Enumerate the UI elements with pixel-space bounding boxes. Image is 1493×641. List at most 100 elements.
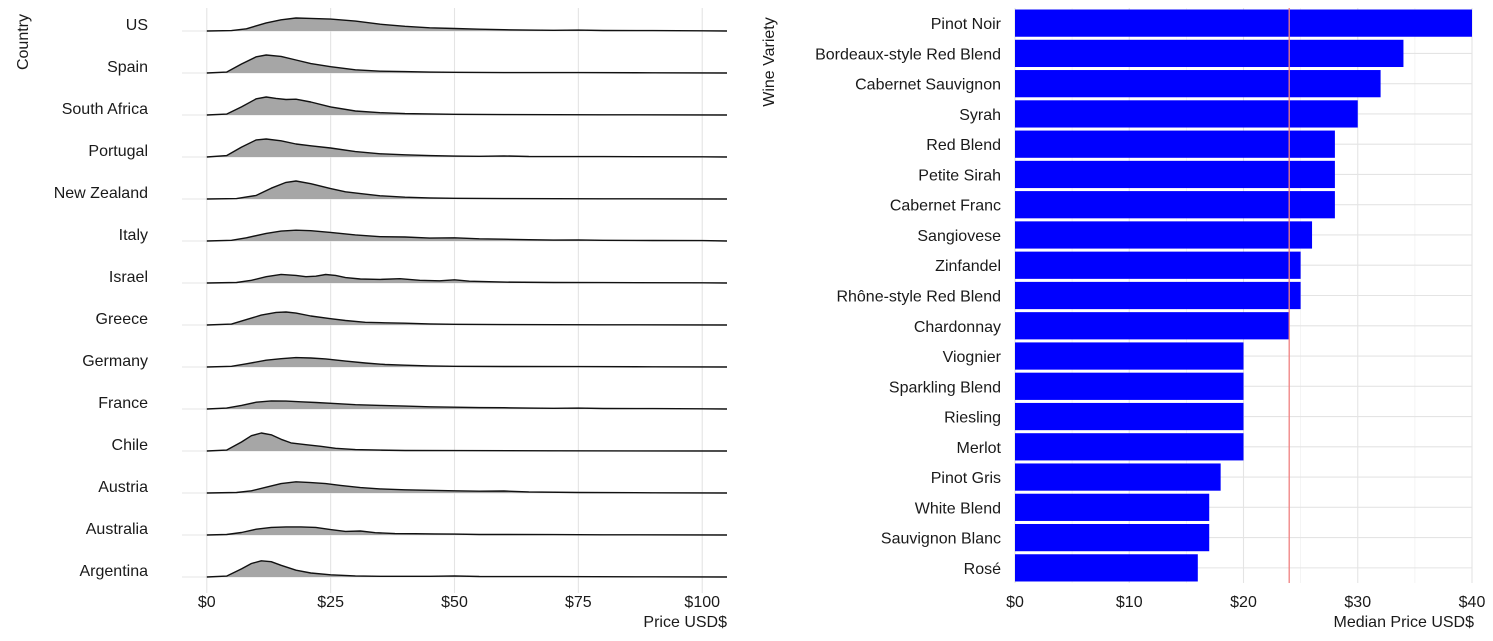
ridge-series — [206, 17, 728, 578]
country-label-greece: Greece — [96, 311, 149, 328]
ridge-y-axis-title: Country — [15, 14, 32, 70]
ridge-x-tick-label: $75 — [565, 594, 592, 611]
ridge-area-chile — [206, 433, 728, 451]
bar-sparkling-blend — [1015, 372, 1244, 400]
variety-label-zinfandel: Zinfandel — [935, 258, 1001, 275]
ridge-line-new-zealand — [206, 180, 728, 200]
ridge-y-tick-labels: US Spain South Africa Portugal New Zealand It… — [54, 17, 148, 580]
country-label-italy: Italy — [119, 227, 148, 244]
country-label-us: US — [126, 17, 148, 34]
ridge-area-australia — [206, 526, 728, 535]
bar-zinfandel — [1015, 251, 1301, 279]
country-label-chile: Chile — [112, 437, 149, 454]
country-label-israel: Israel — [109, 269, 148, 286]
ridge-area-portugal — [206, 139, 728, 157]
bar-riesling — [1015, 402, 1244, 431]
ridge-line-us — [206, 17, 728, 32]
ridge-line-france — [206, 400, 728, 410]
variety-label-rose: Rosé — [964, 561, 1001, 578]
ridge-area-france — [206, 400, 728, 409]
bar-x-tick-label: $10 — [1116, 594, 1143, 611]
country-label-portugal: Portugal — [88, 143, 148, 160]
bar-cabernet-franc — [1015, 191, 1335, 219]
ridge-area-germany — [206, 357, 728, 367]
country-label-france: France — [98, 395, 148, 412]
bar-x-tick-label: $0 — [1006, 594, 1024, 611]
ridge-line-spain — [206, 54, 728, 74]
variety-label-chardonnay: Chardonnay — [914, 319, 1001, 336]
ridge-line-greece — [206, 311, 728, 326]
bar-series — [1015, 9, 1472, 582]
bar-x-tick-labels: $0 $10 $20 $30 $40 — [1006, 594, 1485, 611]
ridge-x-tick-label: $0 — [198, 594, 216, 611]
ridge-area-austria — [206, 481, 728, 493]
country-label-spain: Spain — [107, 59, 148, 76]
ridge-area-argentina — [206, 560, 728, 577]
country-label-south-africa: South Africa — [62, 101, 148, 118]
country-label-germany: Germany — [82, 353, 148, 370]
ridge-area-us — [206, 18, 728, 31]
bar-y-tick-labels: Pinot Noir Bordeaux-style Red Blend Cabern… — [815, 16, 1002, 578]
ridge-x-axis-title: Price USD$ — [643, 614, 727, 631]
variety-label-rhone-style-red-blend: Rhône-style Red Blend — [836, 289, 1001, 306]
ridge-area-spain — [206, 55, 728, 73]
ridge-line-argentina — [206, 560, 728, 578]
ridge-line-austria — [206, 481, 728, 494]
bar-x-tick-label: $20 — [1230, 594, 1257, 611]
ridge-area-new-zealand — [206, 181, 728, 199]
bar-petite-sirah — [1015, 160, 1335, 189]
bar-syrah — [1015, 100, 1358, 128]
ridge-x-tick-label: $25 — [317, 594, 344, 611]
ridgeline-chart: US Spain South Africa Portugal New Zealand It… — [15, 8, 728, 631]
variety-label-viognier: Viognier — [943, 349, 1002, 366]
ridge-x-tick-labels: $0 $25 $50 $75 $100 — [198, 594, 720, 611]
variety-label-petite-sirah: Petite Sirah — [918, 167, 1001, 184]
variety-label-merlot: Merlot — [957, 440, 1002, 457]
bar-viognier — [1015, 342, 1244, 370]
bar-chart: Pinot Noir Bordeaux-style Red Blend Cabern… — [761, 8, 1485, 631]
variety-label-cabernet-sauvignon: Cabernet Sauvignon — [855, 77, 1001, 94]
variety-label-riesling: Riesling — [944, 410, 1001, 427]
bar-merlot — [1015, 433, 1244, 461]
country-label-argentina: Argentina — [80, 563, 149, 580]
ridge-area-south-africa — [206, 97, 728, 115]
ridge-grid — [182, 8, 727, 593]
bar-chardonnay — [1015, 312, 1290, 340]
ridge-x-tick-label: $50 — [441, 594, 468, 611]
ridge-line-australia — [206, 526, 728, 536]
bar-y-axis-title: Wine Variety — [761, 17, 778, 107]
bar-sauvignon-blanc — [1015, 523, 1210, 552]
ridge-line-portugal — [206, 138, 728, 158]
ridge-area-israel — [206, 274, 728, 283]
bar-x-tick-label: $30 — [1344, 594, 1371, 611]
ridge-line-germany — [206, 356, 728, 368]
ridge-x-tick-label: $100 — [684, 594, 720, 611]
bar-rose — [1015, 554, 1198, 582]
ridge-area-greece — [206, 312, 728, 325]
bar-white-blend — [1015, 493, 1210, 521]
country-label-new-zealand: New Zealand — [54, 185, 148, 202]
country-label-austria: Austria — [98, 479, 148, 496]
bar-x-axis-title: Median Price USD$ — [1334, 614, 1475, 631]
variety-label-syrah: Syrah — [959, 107, 1001, 124]
bar-x-tick-label: $40 — [1459, 594, 1486, 611]
variety-label-white-blend: White Blend — [915, 500, 1001, 517]
bar-rhone-style-red-blend — [1015, 281, 1301, 310]
variety-label-sparkling-blend: Sparkling Blend — [889, 379, 1001, 396]
ridge-line-chile — [206, 432, 728, 452]
bar-sangiovese — [1015, 221, 1313, 249]
bar-pinot-noir — [1015, 9, 1472, 37]
bar-cabernet-sauvignon — [1015, 70, 1381, 98]
variety-label-pinot-gris: Pinot Gris — [931, 470, 1001, 487]
bar-bordeaux-style-red-blend — [1015, 39, 1404, 68]
variety-label-pinot-noir: Pinot Noir — [931, 16, 1002, 33]
ridge-area-italy — [206, 230, 728, 241]
variety-label-cabernet-franc: Cabernet Franc — [890, 198, 1001, 215]
variety-label-sauvignon-blanc: Sauvignon Blanc — [881, 531, 1001, 548]
ridge-line-south-africa — [206, 96, 728, 116]
variety-label-sangiovese: Sangiovese — [917, 228, 1001, 245]
variety-label-red-blend: Red Blend — [926, 137, 1001, 154]
variety-label-bordeaux-style-red-blend: Bordeaux-style Red Blend — [815, 46, 1001, 63]
ridge-line-italy — [206, 229, 728, 242]
